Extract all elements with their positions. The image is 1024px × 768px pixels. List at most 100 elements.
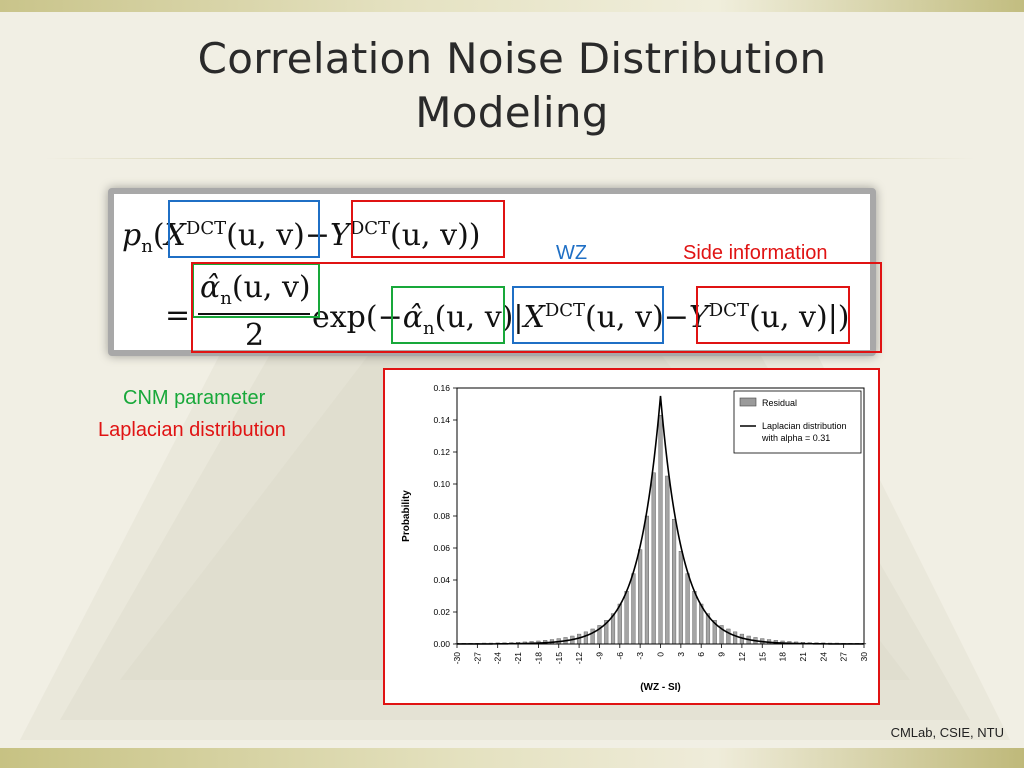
formula-dct-sup-3: DCT [544, 300, 586, 321]
plot-area-border [456, 387, 865, 645]
fraction-bar [198, 313, 310, 315]
x-axis-label: (WZ - SI) [640, 682, 681, 693]
x-tick-label: -3 [635, 652, 645, 660]
x-tick-label: -21 [513, 652, 523, 665]
residual-bar [638, 549, 643, 645]
x-tick-label: 18 [778, 652, 788, 662]
x-tick-label: 6 [696, 652, 706, 657]
laplacian-distribution-label: Laplacian distribution [98, 419, 286, 441]
cnm-highlight-box-1 [192, 263, 320, 318]
wz-highlight-box-2 [512, 286, 664, 344]
title-line-1: Correlation Noise Distribution [197, 34, 827, 83]
slide-title: Correlation Noise Distribution Modeling [0, 32, 1024, 140]
x-tick-label: -6 [615, 652, 625, 660]
formula-exp-open: (− [365, 300, 403, 335]
top-decor-stripe [0, 0, 1024, 12]
footer-credit: CMLab, CSIE, NTU [890, 725, 1004, 740]
laplacian-highlight-box [191, 262, 882, 353]
wz-label: WZ [556, 242, 588, 264]
x-tick-label: 30 [859, 652, 869, 662]
formula-two: 2 [245, 318, 265, 353]
legend-residual-label: Residual [762, 398, 797, 408]
chart-frame: 0.00 0.02 0.04 0.06 0.08 0.10 0.12 0.14 0.16 -30… [383, 368, 880, 705]
residual-bar [692, 590, 697, 645]
formula-bar: | [513, 300, 524, 335]
side-info-highlight-box-2 [696, 286, 850, 344]
formula-alpha-uv: (u, v) [231, 270, 311, 305]
residual-bar [617, 603, 622, 645]
formula-p: p [122, 218, 142, 253]
formula-uv-4: (u, v) [748, 300, 828, 335]
x-tick-label: -27 [472, 652, 482, 665]
legend-laplacian-label-2: with alpha = 0.31 [761, 433, 830, 443]
x-tick-label: 0 [656, 652, 666, 657]
residual-bar [658, 415, 663, 645]
y-tick-label: 0.02 [433, 607, 450, 617]
formula-fraction-numerator: α̂n(u, v) [200, 270, 311, 309]
residual-bar [583, 631, 588, 645]
x-tick-label: 12 [737, 652, 747, 662]
y-tick-label: 0.10 [433, 479, 450, 489]
title-line-2: Modeling [415, 88, 609, 137]
residual-bar [685, 573, 690, 645]
formula-uv: (u, v) [226, 218, 305, 253]
x-tick-label: -12 [574, 652, 584, 665]
x-tick-label: -18 [533, 652, 543, 665]
y-tick-label: 0.06 [433, 543, 450, 553]
residual-bar [665, 475, 670, 645]
formula-uv-2: (u, v) [390, 218, 469, 253]
residual-bar [699, 603, 704, 645]
cnm-highlight-box-2 [391, 286, 505, 344]
residual-histogram-chart: 0.000.020.040.060.080.100.120.140.16 -30… [401, 383, 869, 693]
formula-lparen: ( [152, 218, 165, 253]
x-tick-label: -9 [594, 652, 604, 660]
formula-dct-sup-4: DCT [708, 300, 749, 321]
y-tick-label: 0.04 [433, 575, 450, 585]
residual-bar [644, 515, 649, 645]
formula-dct-sup-2: DCT [349, 218, 391, 239]
formula-n-sub: n [141, 236, 153, 257]
residual-bar [590, 628, 595, 645]
y-tick-label: 0.12 [433, 447, 450, 457]
residual-bar [651, 472, 656, 645]
title-divider [45, 158, 975, 159]
x-tick-label: 9 [717, 652, 727, 657]
formula-panel [108, 188, 876, 356]
y-axis-label: Probability [401, 490, 412, 542]
residual-bar [733, 631, 738, 645]
residual-bar [624, 590, 629, 645]
legend-residual-swatch [739, 397, 757, 407]
formula-equals: = [165, 298, 191, 333]
formula-alpha-n-2: n [423, 318, 435, 339]
side-information-label: Side information [683, 242, 828, 264]
formula-alpha-uv-2: (u, v) [434, 300, 514, 335]
formula-alpha: α̂ [200, 270, 221, 305]
formula-minus: − [304, 218, 330, 253]
legend-laplacian-label-1: Laplacian distribution [762, 421, 847, 431]
y-tick-label: 0.16 [433, 383, 450, 393]
residual-bar [672, 518, 677, 645]
x-tick-label: 24 [818, 652, 828, 662]
formula-y: Y [330, 218, 350, 253]
x-tick-label: -15 [554, 652, 564, 665]
x-tick-label: 15 [757, 652, 767, 662]
formula-x-2: X [523, 300, 545, 335]
x-tick-label: -24 [493, 652, 503, 665]
formula-y-2: Y [688, 300, 709, 335]
formula-exp: exp [312, 300, 366, 335]
formula-alpha-2: α̂ [402, 300, 423, 335]
formula-rparen: ) [468, 218, 481, 253]
wz-highlight-box-1 [168, 200, 320, 258]
cnm-parameter-label: CNM parameter [123, 387, 266, 409]
x-tick-label: 27 [839, 652, 849, 662]
formula-close: |) [827, 300, 850, 335]
chart-legend: Residual Laplacian distribution with alp… [733, 390, 862, 454]
residual-bar [631, 573, 636, 645]
y-tick-label: 0.08 [433, 511, 450, 521]
formula-alpha-n: n [220, 288, 232, 309]
side-info-highlight-box-1 [351, 200, 505, 258]
formula-uv-3: (u, v) [585, 300, 664, 335]
residual-bar [726, 628, 731, 645]
formula-dct-sup: DCT [185, 218, 227, 239]
residual-bar [678, 550, 683, 645]
